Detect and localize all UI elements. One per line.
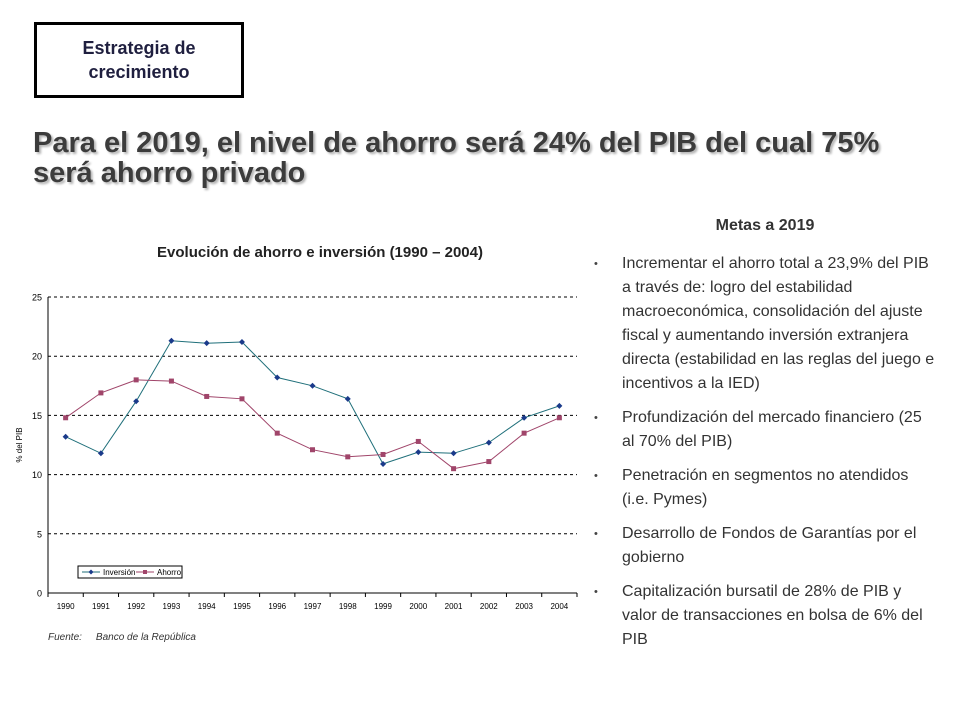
data-point	[238, 338, 245, 345]
y-axis-label: % del PIB	[15, 427, 24, 462]
data-point	[451, 466, 457, 472]
data-point	[204, 393, 210, 399]
goals-list: • Incrementar el ahorro total a 23,9% del…	[590, 252, 935, 662]
goal-item-text: Desarrollo de Fondos de Garantías por el…	[622, 525, 917, 566]
data-point	[97, 450, 104, 457]
data-point	[133, 377, 139, 383]
x-tick-label: 1999	[374, 602, 392, 611]
bullet-icon: •	[594, 412, 598, 424]
goal-item-text: Profundización del mercado financiero (2…	[622, 409, 922, 450]
data-point	[203, 340, 210, 347]
y-tick-label: 20	[32, 352, 42, 362]
legend-label: Inversión	[103, 568, 135, 577]
x-tick-label: 1995	[233, 602, 251, 611]
legend-marker	[143, 570, 147, 574]
section-tag-label: Estrategia de crecimiento	[82, 37, 196, 82]
y-tick-label: 0	[37, 589, 42, 599]
y-tick-label: 25	[32, 293, 42, 303]
goal-item: • Incrementar el ahorro total a 23,9% del…	[590, 252, 935, 396]
data-point	[556, 415, 562, 421]
bullet-icon: •	[594, 586, 598, 598]
data-point	[274, 374, 281, 381]
x-tick-label: 1997	[304, 602, 322, 611]
x-tick-label: 1991	[92, 602, 110, 611]
goal-item: • Profundización del mercado financiero (…	[590, 406, 935, 454]
source-value: Banco de la República	[95, 632, 196, 643]
source-label: Fuente:	[48, 632, 82, 643]
data-point	[274, 430, 280, 436]
data-point	[310, 447, 315, 453]
x-tick-label: 2003	[515, 602, 533, 611]
legend-label: Ahorro	[157, 568, 182, 577]
data-point	[63, 415, 69, 421]
data-point	[485, 439, 492, 446]
data-point	[168, 378, 174, 384]
chart-title: Evolución de ahorro e inversión (1990 – …	[157, 244, 483, 261]
bullet-icon: •	[594, 470, 598, 482]
data-point	[521, 414, 528, 421]
x-tick-label: 1993	[163, 602, 181, 611]
goal-item: • Penetración en segmentos no atendidos (…	[590, 464, 935, 512]
data-point	[309, 382, 316, 389]
section-tag: Estrategia de crecimiento	[34, 22, 244, 98]
goal-item: • Capitalización bursatil de 28% de PIB y…	[590, 580, 935, 652]
x-tick-label: 1992	[127, 602, 145, 611]
x-tick-label: 2000	[409, 602, 427, 611]
x-tick-label: 1990	[57, 602, 75, 611]
data-point	[239, 396, 245, 402]
y-tick-label: 15	[32, 411, 42, 421]
data-point	[62, 433, 69, 440]
data-point	[168, 337, 175, 344]
x-tick-label: 1998	[339, 602, 357, 611]
data-point	[133, 398, 140, 405]
data-point	[344, 395, 351, 402]
legend-marker	[88, 569, 94, 575]
x-tick-label: 1994	[198, 602, 216, 611]
savings-investment-chart: 0 5 10 15 20 25 1990 1991 1992 1993 1994 1995 1996 19…	[15, 293, 578, 611]
goal-item-text: Capitalización bursatil de 28% de PIB y …	[622, 583, 923, 648]
data-point	[415, 438, 421, 444]
goal-item-text: Incrementar el ahorro total a 23,9% del …	[622, 255, 935, 392]
series-line-ahorro	[65, 379, 560, 470]
data-point	[450, 450, 457, 457]
x-tick-label: 2004	[550, 602, 568, 611]
goals-title: Metas a 2019	[715, 217, 815, 234]
data-point	[345, 454, 351, 460]
data-point	[415, 449, 422, 456]
data-point	[521, 430, 527, 436]
data-point	[380, 460, 387, 467]
goal-item: • Desarrollo de Fondos de Garantías por e…	[590, 522, 935, 570]
y-tick-label: 5	[37, 529, 42, 539]
legend-box	[77, 565, 183, 579]
y-tick-label: 10	[32, 470, 42, 480]
headline: Para el 2019, el nivel de ahorro será 24…	[33, 127, 880, 189]
x-tick-label: 1996	[268, 602, 286, 611]
data-point	[98, 390, 104, 396]
data-point	[380, 451, 386, 457]
bullet-icon: •	[594, 258, 598, 270]
source-note: Fuente: Banco de la República	[48, 632, 196, 643]
data-point	[556, 402, 563, 409]
series-line-inversión	[65, 340, 560, 465]
data-point	[486, 459, 492, 465]
bullet-icon: •	[594, 528, 598, 540]
goal-item-text: Penetración en segmentos no atendidos (i…	[622, 467, 909, 508]
x-tick-label: 2002	[480, 602, 498, 611]
x-tick-label: 2001	[445, 602, 463, 611]
